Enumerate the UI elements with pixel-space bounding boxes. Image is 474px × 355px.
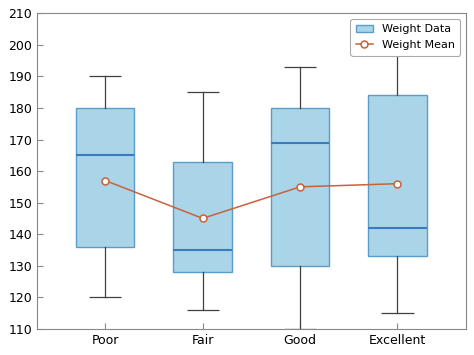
Bar [173, 162, 232, 272]
Bar [368, 95, 427, 256]
Bar [76, 108, 135, 247]
Legend: Weight Data, Weight Mean: Weight Data, Weight Mean [350, 19, 460, 55]
Bar [271, 108, 329, 266]
